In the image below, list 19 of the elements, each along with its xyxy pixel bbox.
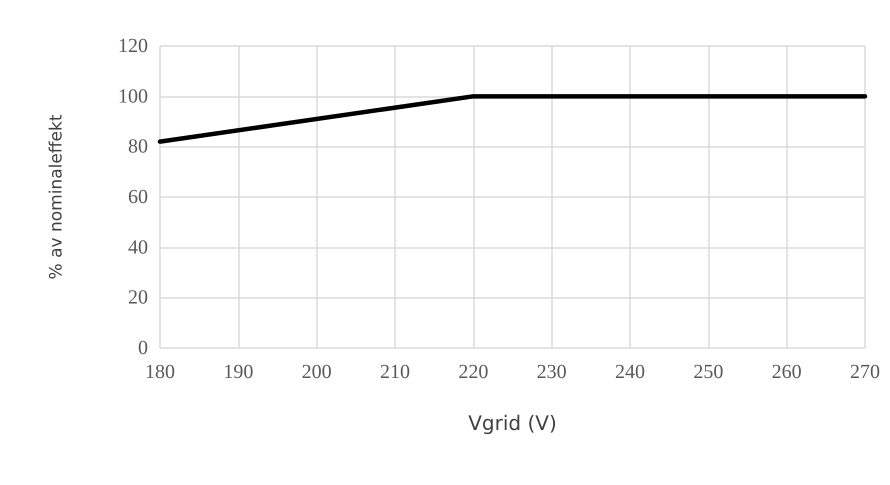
y-tick-label: 40 <box>128 236 148 258</box>
x-tick-label: 250 <box>693 361 724 383</box>
y-tick-label: 120 <box>118 35 148 57</box>
x-tick-label: 190 <box>223 361 254 383</box>
x-axis-title: Vgrid (V) <box>468 411 557 435</box>
x-tick-label: 260 <box>772 361 802 383</box>
x-tick-label: 200 <box>302 361 332 383</box>
y-tick-label: 80 <box>128 136 148 158</box>
x-tick-label: 220 <box>458 361 488 383</box>
y-tick-label: 0 <box>138 337 148 359</box>
y-tick-label: 100 <box>118 85 148 108</box>
x-tick-label: 230 <box>536 361 567 383</box>
x-tick-label: 240 <box>615 361 645 383</box>
y-axis-title: % av nominaleffekt <box>46 114 66 280</box>
x-tick-label: 210 <box>380 361 410 383</box>
y-tick-label: 60 <box>128 186 148 208</box>
y-tick-label: 20 <box>128 286 148 309</box>
x-tick-label: 270 <box>850 361 880 383</box>
x-tick-label: 180 <box>145 361 175 383</box>
